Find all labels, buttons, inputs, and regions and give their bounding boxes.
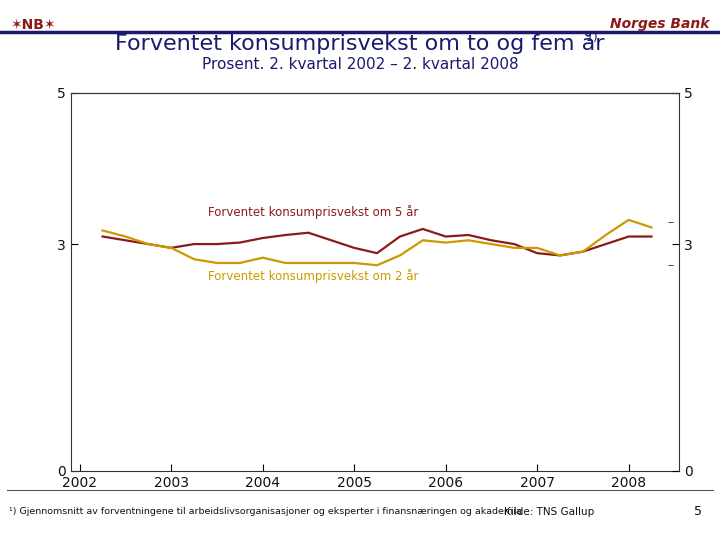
Text: Norges Bank: Norges Bank — [610, 17, 709, 31]
Text: –: – — [667, 259, 673, 272]
Text: Forventet konsumprisvekst om to og fem år: Forventet konsumprisvekst om to og fem å… — [115, 31, 605, 54]
Text: –: – — [667, 217, 673, 230]
Text: Kilde: TNS Gallup: Kilde: TNS Gallup — [504, 507, 594, 517]
Text: Prosent. 2. kvartal 2002 – 2. kvartal 2008: Prosent. 2. kvartal 2002 – 2. kvartal 20… — [202, 57, 518, 72]
Text: 5: 5 — [694, 505, 702, 518]
Text: ¹) Gjennomsnitt av forventningene til arbeidslivsorganisasjoner og eksperter i f: ¹) Gjennomsnitt av forventningene til ar… — [9, 508, 522, 516]
Text: ✶NB✶: ✶NB✶ — [11, 17, 56, 31]
Text: Forventet konsumprisvekst om 2 år: Forventet konsumprisvekst om 2 år — [208, 269, 418, 283]
Text: 1): 1) — [585, 31, 598, 44]
Text: Forventet konsumprisvekst om 5 år: Forventet konsumprisvekst om 5 år — [208, 205, 418, 219]
